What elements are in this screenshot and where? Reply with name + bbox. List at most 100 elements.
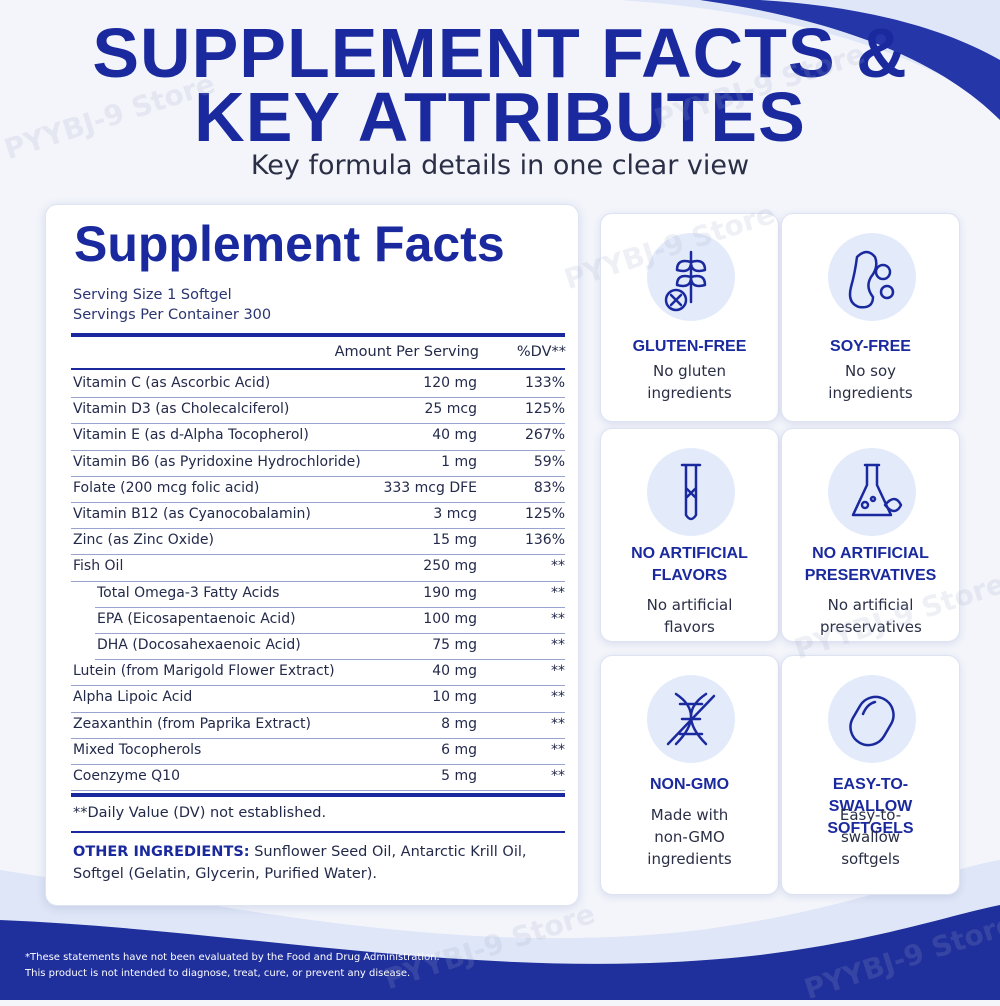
rule bbox=[71, 333, 565, 337]
row-separator bbox=[95, 633, 565, 634]
nutrient-name: Total Omega-3 Fatty Acids bbox=[97, 584, 280, 601]
row-separator bbox=[71, 685, 565, 687]
attribute-description: Made with non-GMO ingredients bbox=[647, 806, 732, 868]
nutrient-amount: 8 mg bbox=[441, 715, 477, 732]
nutrient-amount: 15 mg bbox=[432, 532, 477, 549]
column-header: Amount Per Serving bbox=[334, 344, 479, 360]
attribute-description: Easy-to-swallow softgels bbox=[839, 806, 902, 868]
nutrient-dv: ** bbox=[551, 558, 565, 575]
attribute-description: No artificial flavors bbox=[646, 596, 733, 636]
attribute-title: EASY-TO-SWALLOW SOFTGELS bbox=[827, 776, 914, 837]
attribute-description: No gluten ingredients bbox=[647, 362, 732, 402]
row-separator bbox=[71, 790, 565, 792]
attribute-title: SOY-FREE bbox=[830, 338, 911, 355]
nutrient-name: DHA (Docosahexaenoic Acid) bbox=[97, 637, 301, 653]
nutrient-name: Coenzyme Q10 bbox=[73, 768, 180, 784]
row-separator bbox=[95, 606, 565, 608]
row-separator bbox=[71, 449, 565, 451]
nutrient-name: Vitamin D3 (as Cholecalciferol) bbox=[73, 401, 290, 418]
disclaimer: *These statements have not been evaluate… bbox=[25, 952, 440, 963]
nutrient-dv: ** bbox=[551, 610, 565, 627]
row-separator bbox=[71, 737, 565, 739]
nutrient-dv: ** bbox=[551, 689, 565, 706]
nutrient-amount: 10 mg bbox=[432, 689, 477, 706]
row-separator bbox=[71, 711, 565, 713]
servings-per-container: Servings Per Container 300 bbox=[73, 307, 272, 323]
nutrient-name: Mixed Tocopherols bbox=[73, 741, 202, 758]
column-header: %DV** bbox=[516, 344, 566, 360]
other-ingredients: OTHER INGREDIENTS: Sunflower Seed Oil, A… bbox=[73, 841, 563, 885]
nutrient-name: Vitamin E (as d-Alpha Tocopherol) bbox=[73, 427, 309, 444]
nutrient-dv: ** bbox=[551, 715, 565, 732]
nutrient-amount: 6 mg bbox=[441, 741, 477, 758]
row-separator bbox=[71, 554, 565, 556]
attribute-description: No soy ingredients bbox=[828, 362, 913, 402]
facts-panel: Supplement Facts Serving Size 1 Softgel … bbox=[45, 204, 579, 906]
nutrient-amount: 40 mg bbox=[432, 663, 477, 680]
attribute-title: GLUTEN-FREE bbox=[632, 338, 747, 355]
attribute-icon bbox=[828, 233, 916, 321]
other-ingredients-label: OTHER INGREDIENTS: bbox=[73, 844, 250, 861]
attribute-card: SOY-FREE No soy ingredients bbox=[781, 213, 960, 422]
nutrient-dv: 133% bbox=[524, 375, 565, 391]
nutrient-dv: 267% bbox=[524, 427, 565, 444]
disclaimer: This product is not intended to diagnose… bbox=[25, 968, 411, 979]
nutrient-amount: 40 mg bbox=[432, 427, 477, 444]
nutrient-name: Vitamin B6 (as Pyridoxine Hydrochloride) bbox=[73, 453, 361, 470]
nutrient-amount: 100 mg bbox=[423, 610, 477, 627]
facts-title: Supplement Facts bbox=[74, 216, 505, 272]
attribute-card: NO ARTIFICIAL PRESERVATIVES No artificial… bbox=[781, 428, 960, 642]
attribute-description: No artificial preservatives bbox=[820, 596, 922, 636]
row-separator bbox=[71, 475, 565, 477]
nutrient-amount: 3 mcg bbox=[433, 506, 477, 522]
nutrient-dv: 83% bbox=[533, 479, 565, 496]
row-separator bbox=[71, 502, 565, 503]
nutrient-dv: ** bbox=[551, 741, 565, 758]
attribute-icon bbox=[828, 448, 916, 536]
row-separator bbox=[71, 397, 565, 399]
footnote: **Daily Value (DV) not established. bbox=[73, 805, 327, 822]
rule bbox=[71, 793, 565, 798]
nutrient-dv: ** bbox=[551, 768, 565, 784]
row-separator bbox=[95, 659, 565, 661]
other-ingredients-text: Sunflower Seed Oil, Antarctic Krill Oil,… bbox=[73, 844, 527, 883]
nutrient-dv: ** bbox=[551, 637, 565, 653]
attribute-icon bbox=[647, 675, 735, 763]
nutrient-name: Lutein (from Marigold Flower Extract) bbox=[73, 663, 335, 680]
nutrient-amount: 1 mg bbox=[441, 453, 477, 470]
attribute-title: NO ARTIFICIAL FLAVORS bbox=[631, 545, 748, 584]
nutrient-name: Zeaxanthin (from Paprika Extract) bbox=[73, 715, 312, 732]
nutrient-dv: 125% bbox=[524, 506, 565, 522]
nutrient-name: EPA (Eicosapentaenoic Acid) bbox=[97, 610, 296, 627]
nutrient-name: Folate (200 mcg folic acid) bbox=[73, 479, 260, 496]
row-separator bbox=[71, 764, 565, 765]
title-line: KEY ATTRIBUTES bbox=[194, 78, 806, 156]
attribute-card: GLUTEN-FREE No gluten ingredients bbox=[600, 213, 779, 422]
nutrient-amount: 333 mcg DFE bbox=[383, 479, 477, 496]
attribute-card: EASY-TO-SWALLOW SOFTGELS Easy-to-swallow … bbox=[781, 655, 960, 895]
nutrient-amount: 250 mg bbox=[423, 558, 477, 575]
serving-size: Serving Size 1 Softgel bbox=[73, 287, 232, 303]
nutrient-dv: 59% bbox=[533, 453, 565, 470]
attribute-icon bbox=[828, 675, 916, 763]
rule bbox=[71, 831, 565, 834]
nutrient-name: Zinc (as Zinc Oxide) bbox=[73, 532, 214, 549]
attribute-card: NO ARTIFICIAL FLAVORS No artificial flavo… bbox=[600, 428, 779, 642]
nutrient-amount: 120 mg bbox=[423, 375, 477, 391]
nutrient-amount: 75 mg bbox=[432, 637, 477, 653]
row-separator bbox=[71, 423, 565, 425]
nutrient-dv: ** bbox=[551, 663, 565, 680]
nutrient-dv: 136% bbox=[524, 532, 565, 549]
nutrient-amount: 190 mg bbox=[423, 584, 477, 601]
title-line: SUPPLEMENT FACTS & bbox=[92, 14, 908, 92]
nutrient-name: Alpha Lipoic Acid bbox=[73, 689, 193, 706]
nutrient-amount: 25 mcg bbox=[424, 401, 478, 418]
nutrient-name: Vitamin B12 (as Cyanocobalamin) bbox=[73, 506, 311, 522]
attribute-title: NO ARTIFICIAL PRESERVATIVES bbox=[804, 545, 937, 584]
nutrient-amount: 5 mg bbox=[441, 768, 477, 784]
nutrient-dv: 125% bbox=[524, 401, 565, 418]
attribute-title: NON-GMO bbox=[649, 776, 730, 793]
subtitle: Key formula details in one clear view bbox=[250, 150, 750, 181]
